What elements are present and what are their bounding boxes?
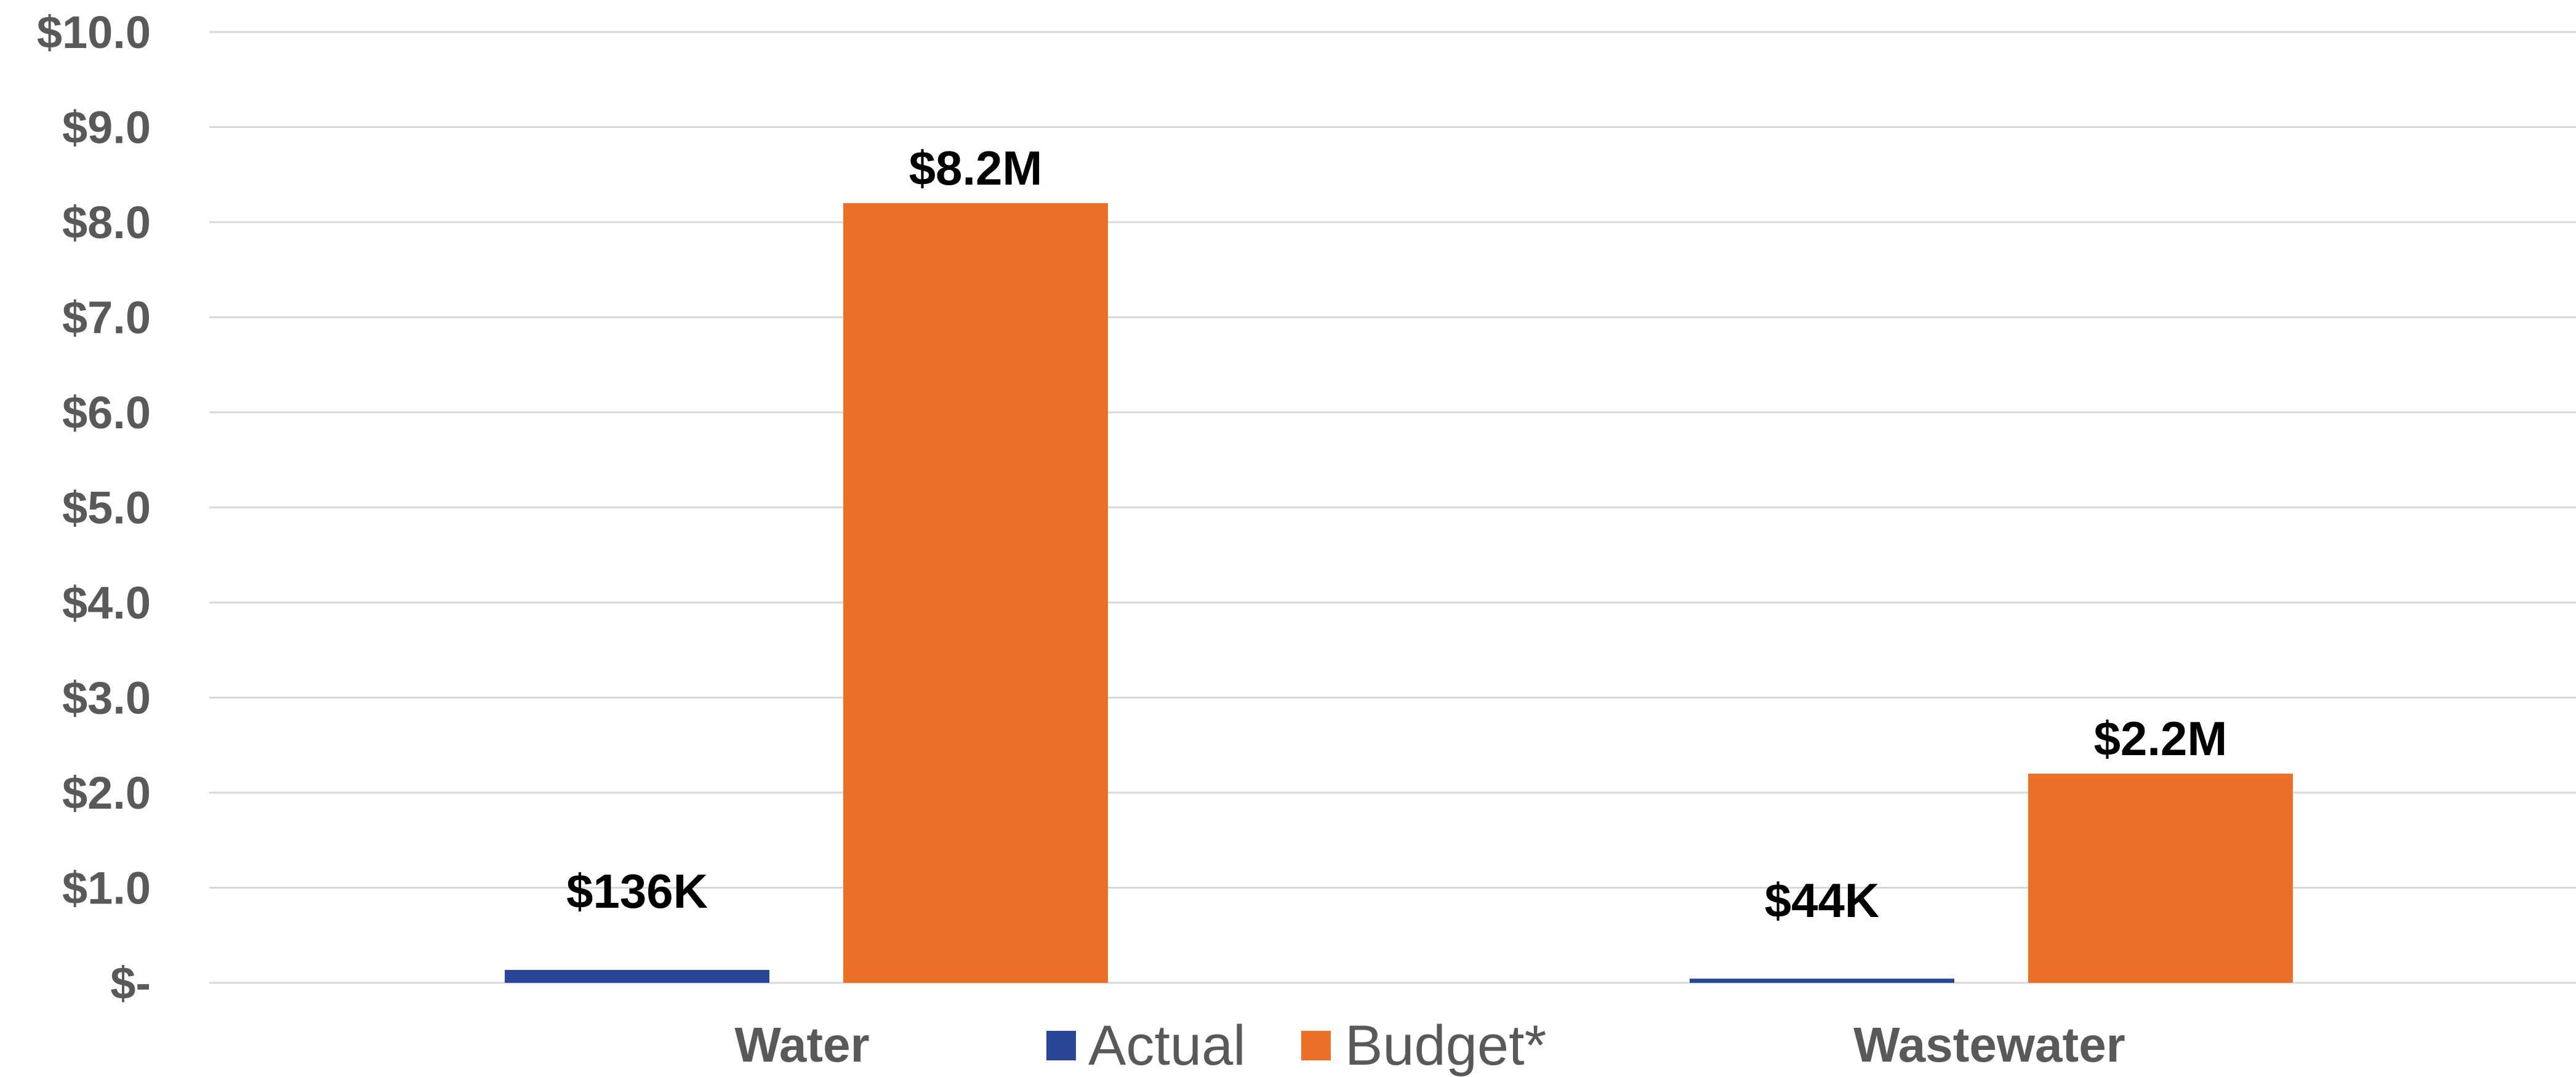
data-label: $44K xyxy=(1765,873,1879,927)
legend-label: Budget* xyxy=(1345,1014,1546,1077)
legend-label: Actual xyxy=(1088,1014,1246,1077)
y-tick-label: $1.0 xyxy=(62,863,151,914)
y-tick-label: $10.0 xyxy=(37,7,151,58)
bar-actual-water xyxy=(505,970,769,983)
y-tick-label: $9.0 xyxy=(62,102,151,153)
bar-actual-wastewater xyxy=(1690,979,1954,983)
y-tick-label: $8.0 xyxy=(62,197,151,248)
y-tick-label: $6.0 xyxy=(62,387,151,438)
data-labels: $136K $44K $8.2M $2.2M xyxy=(566,141,2227,927)
x-category-label: Wastewater xyxy=(1853,1017,2125,1072)
legend-swatch xyxy=(1301,1031,1331,1060)
y-tick-label: $4.0 xyxy=(62,577,151,628)
bars xyxy=(505,203,2293,983)
y-tick-label: $5.0 xyxy=(62,482,151,534)
data-label: $2.2M xyxy=(2094,711,2228,766)
bar-budget-wastewater xyxy=(2028,774,2293,983)
y-tick-label: $- xyxy=(110,958,151,1009)
y-tick-label: $2.0 xyxy=(62,767,151,819)
legend-swatch xyxy=(1046,1031,1076,1060)
bar-budget-water xyxy=(843,203,1108,983)
y-axis-tick-labels: $- $1.0 $2.0 $3.0 $4.0 $5.0 $6.0 $7.0 $8.0 $9.0 $1… xyxy=(37,7,151,1009)
y-tick-label: $3.0 xyxy=(62,673,151,724)
data-label: $136K xyxy=(566,864,708,918)
x-category-label: Water xyxy=(734,1017,869,1072)
y-tick-label: $7.0 xyxy=(62,292,151,343)
data-label: $8.2M xyxy=(909,141,1043,195)
legend: Actual Budget* xyxy=(1046,1014,1546,1077)
